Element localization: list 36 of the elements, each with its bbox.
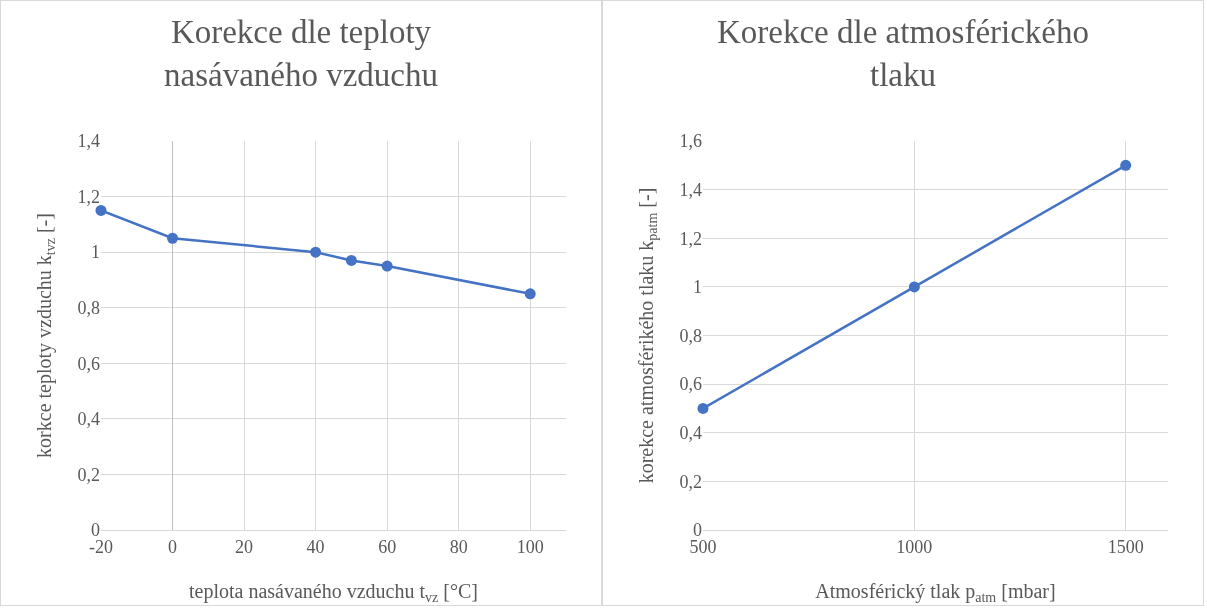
y-tick-label: 1,6 — [679, 131, 702, 152]
y-tick-label: 1 — [91, 242, 100, 263]
y-tick-label: 0,4 — [679, 423, 702, 444]
y-tick-label: 1,4 — [77, 131, 100, 152]
point — [908, 281, 920, 293]
x-tick-label: 20 — [235, 536, 254, 557]
y-tick-label: 1,2 — [77, 186, 100, 207]
chart-title: Korekce dle atmosférického tlaku — [717, 14, 1089, 94]
y-tick-label: 0,2 — [77, 464, 100, 485]
x-tick-label: 0 — [168, 536, 178, 557]
x-tick-label: 1000 — [896, 536, 933, 557]
x-tick-label: 100 — [516, 536, 544, 557]
y-tick-label: 0,8 — [679, 325, 702, 346]
y-tick-label: 1,4 — [679, 179, 702, 200]
x-axis-title: teplota nasávaného vzduchu t$_{vz}$ [°C] — [189, 579, 478, 605]
y-tick-label: 1,2 — [679, 228, 702, 249]
point — [381, 260, 393, 272]
x-tick-label: 80 — [449, 536, 468, 557]
x-tick-label: 1500 — [1107, 536, 1144, 557]
x-tick-label: 40 — [306, 536, 325, 557]
x-axis-title: Atmosférický tlak p$_{atm}$ [mbar] — [815, 579, 1056, 605]
y-tick-label: 0,8 — [77, 298, 100, 319]
point — [345, 254, 357, 266]
chart-title: Korekce dle teploty nasávaného vzduchu — [164, 14, 438, 94]
y-tick-label: 1 — [693, 277, 702, 298]
point — [310, 246, 322, 258]
x-tick-label: 60 — [378, 536, 397, 557]
point — [697, 402, 709, 414]
y-tick-label: 0,2 — [679, 471, 702, 492]
point — [1120, 159, 1132, 171]
y-tick-label: 0,6 — [77, 353, 100, 374]
y-tick-label: 0,4 — [77, 409, 100, 430]
point — [95, 204, 107, 216]
point — [524, 288, 536, 300]
y-tick-label: 0,6 — [679, 374, 702, 395]
point — [167, 232, 179, 244]
